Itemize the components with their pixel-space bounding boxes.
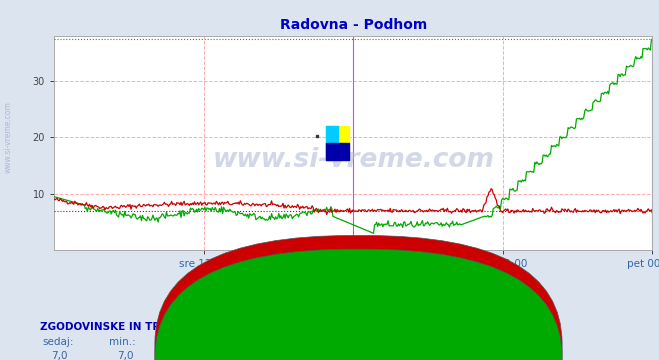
Text: sedaj:: sedaj: [43, 337, 74, 347]
Text: Slovenija / reke in morje.: Slovenija / reke in morje. [269, 254, 390, 264]
Text: 10,4: 10,4 [248, 351, 272, 360]
Text: www.si-vreme.com: www.si-vreme.com [3, 101, 13, 173]
Text: min.:: min.: [109, 337, 136, 347]
Text: povpr.:: povpr.: [175, 337, 211, 347]
Text: 7,0: 7,0 [51, 351, 68, 360]
Text: www.si-vreme.com: www.si-vreme.com [212, 147, 494, 173]
Bar [326, 143, 349, 160]
Title: Radovna - Podhom: Radovna - Podhom [279, 18, 427, 32]
Text: 7,0: 7,0 [117, 351, 134, 360]
Text: Meritve: povprečne  Enote: metrične  Črta: zadnja meritev: Meritve: povprečne Enote: metrične Črta:… [186, 277, 473, 289]
Bar [326, 126, 349, 160]
Text: temperatura[C]: temperatura[C] [370, 351, 451, 360]
Text: Radovna - Podhom: Radovna - Podhom [353, 337, 463, 347]
Text: 7,7: 7,7 [183, 351, 200, 360]
Bar [326, 126, 337, 160]
Text: maks.:: maks.: [244, 337, 279, 347]
Text: zadnja dva dni / 5 minut.: zadnja dva dni / 5 minut. [269, 265, 390, 275]
Text: navpična črta - razdelek 24 ur: navpična črta - razdelek 24 ur [256, 288, 403, 299]
Text: ZGODOVINSKE IN TRENUTNE VREDNOSTI: ZGODOVINSKE IN TRENUTNE VREDNOSTI [40, 322, 279, 332]
